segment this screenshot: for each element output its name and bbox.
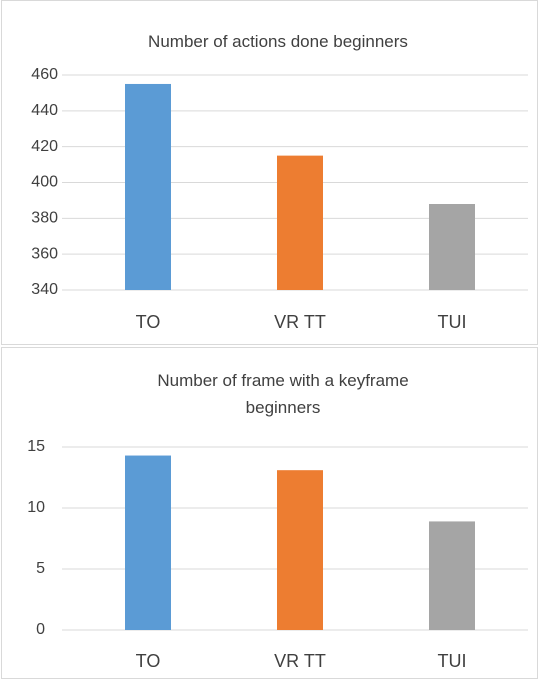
bar: [277, 470, 323, 630]
bar: [125, 83, 171, 290]
x-tick-label: TUI: [438, 651, 467, 671]
y-tick-label: 15: [27, 438, 45, 455]
y-tick-label: 360: [31, 245, 58, 262]
x-tick-label: TUI: [438, 312, 467, 332]
chart-title: Number of actions done beginners: [148, 32, 408, 51]
y-tick-label: 400: [31, 174, 58, 191]
x-tick-label: TO: [136, 312, 161, 332]
y-tick-label: 10: [27, 499, 45, 516]
bar: [125, 455, 171, 630]
y-tick-label: 340: [31, 281, 58, 298]
chart-frame: [1, 0, 538, 345]
y-tick-label: 460: [31, 66, 58, 83]
y-tick-label: 0: [36, 621, 45, 638]
y-tick-label: 440: [31, 102, 58, 119]
y-tick-label: 5: [36, 560, 45, 577]
bar: [277, 155, 323, 290]
x-tick-label: VR TT: [274, 651, 326, 671]
bar: [429, 521, 475, 630]
y-tick-label: 420: [31, 138, 58, 155]
bar: [429, 204, 475, 290]
chart-title: Number of frame with a keyframe beginner…: [157, 371, 409, 417]
y-tick-label: 380: [31, 210, 58, 227]
x-tick-label: VR TT: [274, 312, 326, 332]
x-tick-label: TO: [136, 651, 161, 671]
